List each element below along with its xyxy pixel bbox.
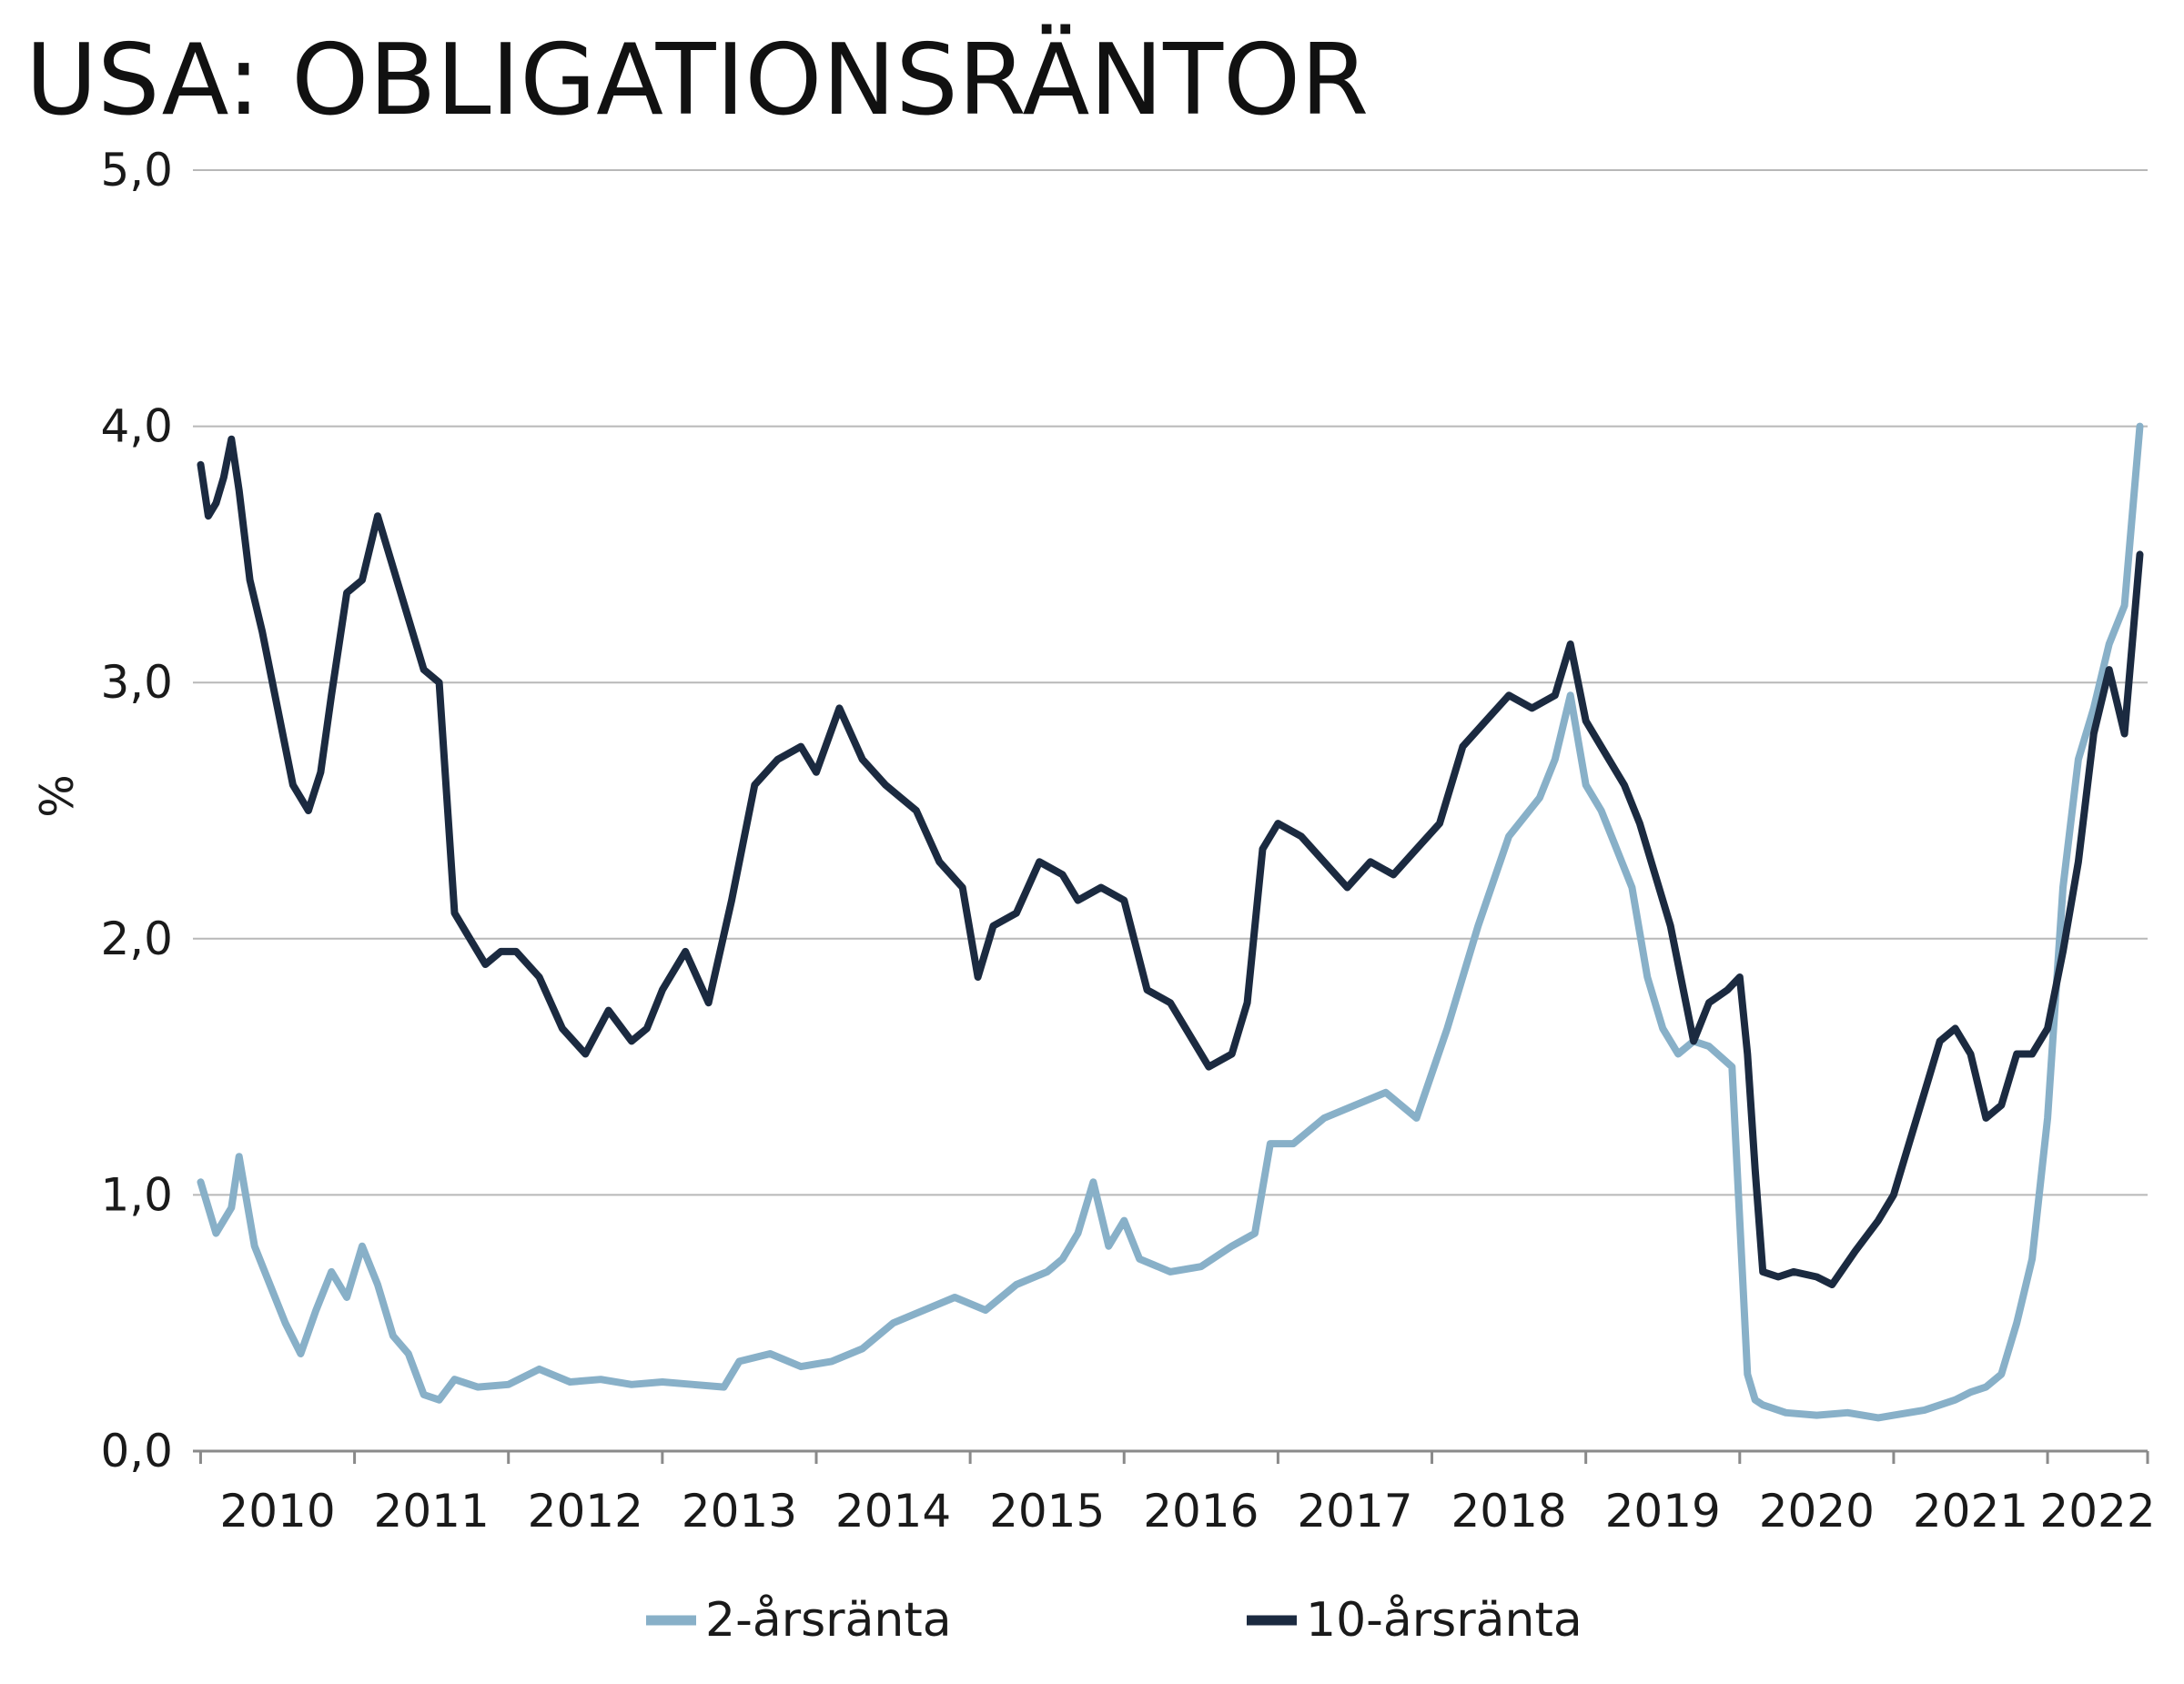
x-tick-label: 2020	[1759, 1485, 1875, 1538]
y-tick-label: 5,0	[100, 144, 173, 197]
legend-label-10yr: 10-årsränta	[1306, 1593, 1582, 1648]
x-tick-label: 2015	[989, 1485, 1105, 1538]
series-line-2yr	[197, 422, 2144, 1422]
x-tick-label: 2022	[2039, 1485, 2155, 1538]
x-axis: 2010 2011 2012 2013 2014 2015 2016 2017 2018 2019…	[193, 1449, 2156, 1538]
y-tick-label: 1,0	[100, 1168, 173, 1221]
y-axis-label: %	[31, 774, 84, 818]
legend-label-2yr: 2-årsränta	[705, 1593, 952, 1648]
x-tick-label: 2011	[374, 1485, 490, 1538]
x-tick-label: 2016	[1143, 1485, 1259, 1538]
y-tick-label: 4,0	[100, 400, 173, 453]
series-line-10yr	[197, 435, 2144, 1288]
x-tick-label: 2019	[1605, 1485, 1721, 1538]
chart-title: USA: OBLIGATIONSRÄNTOR	[25, 24, 1369, 137]
y-tick-label: 0,0	[100, 1425, 173, 1477]
y-axis-ticks: 0,0 1,0 2,0 3,0 4,0 5,0	[100, 144, 173, 1477]
x-tick-label: 2017	[1297, 1485, 1412, 1538]
gridlines	[193, 169, 2148, 1196]
x-tick-label: 2014	[835, 1485, 951, 1538]
x-tick-label: 2018	[1451, 1485, 1566, 1538]
series-lines	[197, 422, 2144, 1422]
y-tick-label: 3,0	[100, 656, 173, 709]
y-tick-label: 2,0	[100, 913, 173, 965]
x-tick-label: 2012	[528, 1485, 643, 1538]
x-tick-label: 2021	[1913, 1485, 2028, 1538]
x-tick-label: 2013	[682, 1485, 797, 1538]
x-tick-label: 2010	[219, 1485, 335, 1538]
legend: 2-årsränta 10-årsränta	[646, 1593, 1582, 1648]
